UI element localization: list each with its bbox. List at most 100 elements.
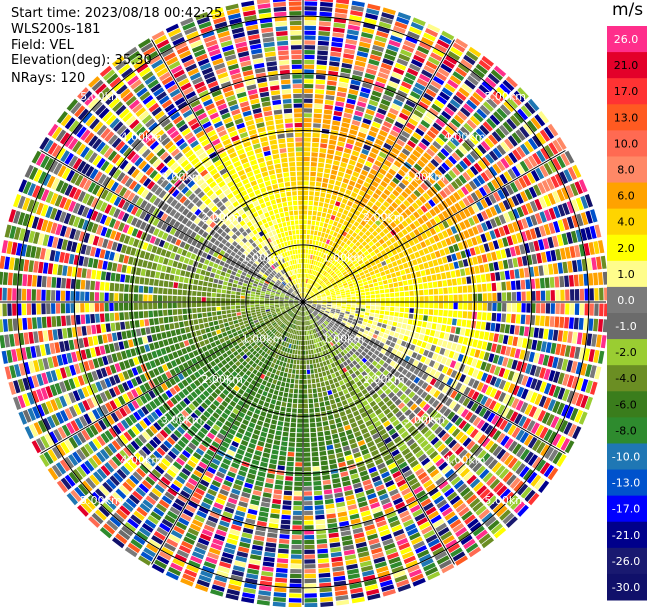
- radar-gate: [261, 427, 269, 433]
- radar-gate: [320, 192, 326, 198]
- radar-gate: [453, 261, 459, 269]
- radar-gate: [443, 295, 449, 302]
- radar-gate: [317, 162, 325, 168]
- radar-gate: [560, 153, 571, 166]
- radar-gate: [468, 217, 476, 226]
- radar-gate: [502, 292, 507, 301]
- radar-gate: [371, 302, 376, 306]
- radar-gate: [426, 275, 432, 282]
- radar-gate: [311, 305, 316, 308]
- radar-gate: [313, 118, 322, 124]
- radar-gate: [480, 198, 489, 209]
- radar-gate: [448, 245, 455, 254]
- radar-gate: [277, 365, 282, 371]
- radar-gate: [530, 378, 538, 390]
- radar-gate: [331, 297, 337, 299]
- radar-gate: [466, 320, 472, 328]
- radar-gate: [322, 277, 327, 282]
- radar-gate: [280, 524, 291, 530]
- radar-gate: [375, 138, 384, 146]
- radar-gate: [403, 126, 413, 135]
- radar-gate: [570, 289, 575, 301]
- radar-gate: [349, 84, 360, 91]
- radar-gate: [375, 326, 381, 331]
- radar-gate: [316, 272, 320, 277]
- radar-gate: [357, 331, 363, 336]
- radar-gate: [525, 279, 531, 290]
- radar-gate: [484, 137, 495, 149]
- radar-gate: [266, 413, 273, 419]
- radar-gate: [371, 360, 378, 367]
- radar-gate: [349, 242, 355, 248]
- radar-gate: [428, 360, 436, 368]
- radar-gate: [279, 534, 290, 539]
- radar-gate: [317, 279, 321, 283]
- radar-gate: [433, 225, 441, 233]
- radar-gate: [509, 182, 519, 193]
- radar-gate: [576, 377, 584, 391]
- radar-gate: [517, 256, 523, 267]
- radar-gate: [459, 374, 467, 383]
- radar-gate: [277, 421, 284, 426]
- radar-gate: [332, 303, 337, 306]
- radar-gate: [328, 144, 336, 150]
- radar-gate: [415, 354, 422, 361]
- radar-gate: [375, 378, 382, 385]
- radar-gate: [342, 255, 347, 261]
- radar-gate: [438, 222, 445, 231]
- radar-gate: [575, 197, 584, 211]
- radar-gate: [278, 416, 285, 422]
- radar-gate: [339, 411, 346, 417]
- radar-gate: [562, 330, 568, 343]
- radar-gate: [382, 235, 389, 242]
- radar-gate: [409, 223, 417, 230]
- radar-gate: [361, 197, 369, 204]
- radar-gate: [379, 342, 385, 348]
- radar-gate: [320, 143, 328, 149]
- radar-gate: [306, 289, 309, 294]
- radar-gate: [548, 384, 557, 397]
- radar-gate: [260, 575, 273, 582]
- radar-gate: [304, 108, 313, 113]
- radar-gate: [516, 361, 523, 372]
- radar-gate: [564, 275, 570, 287]
- radar-gate: [553, 221, 561, 233]
- radar-gate: [392, 277, 398, 283]
- radar-gate: [316, 538, 328, 544]
- radar-gate: [361, 148, 370, 156]
- radar-gate: [412, 359, 419, 367]
- radar-gate: [323, 286, 328, 290]
- radar-gate: [292, 364, 297, 369]
- radar-gate: [331, 473, 340, 479]
- radar-gate: [337, 457, 345, 463]
- radar-gate: [369, 271, 375, 276]
- radar-gate: [362, 257, 368, 262]
- radar-gate: [578, 274, 584, 287]
- radar-gate: [293, 510, 302, 516]
- radar-gate: [492, 354, 500, 364]
- radar-gate: [456, 277, 462, 285]
- radar-gate: [352, 214, 358, 221]
- radar-gate: [326, 296, 332, 299]
- radar-gate: [342, 152, 351, 159]
- radar-gate: [401, 228, 408, 236]
- radar-gate: [377, 322, 382, 327]
- radar-gate: [451, 166, 461, 176]
- radar-gate: [322, 119, 331, 125]
- radar-gate: [322, 284, 326, 288]
- radar-gate: [284, 422, 290, 427]
- radar-gate: [321, 293, 326, 296]
- radar-gate: [484, 169, 494, 180]
- radar-gate: [548, 370, 556, 382]
- radar-gate: [443, 247, 450, 255]
- radar-gate: [353, 328, 359, 333]
- radar-gate: [385, 293, 390, 298]
- radar-gate: [472, 462, 483, 473]
- radar-gate: [355, 105, 365, 113]
- radar-gate: [404, 268, 411, 274]
- radar-gate: [395, 271, 401, 277]
- radar-gate: [399, 393, 407, 401]
- radar-gate: [413, 163, 423, 172]
- radar-gate: [472, 215, 480, 224]
- radar-gate: [476, 201, 484, 211]
